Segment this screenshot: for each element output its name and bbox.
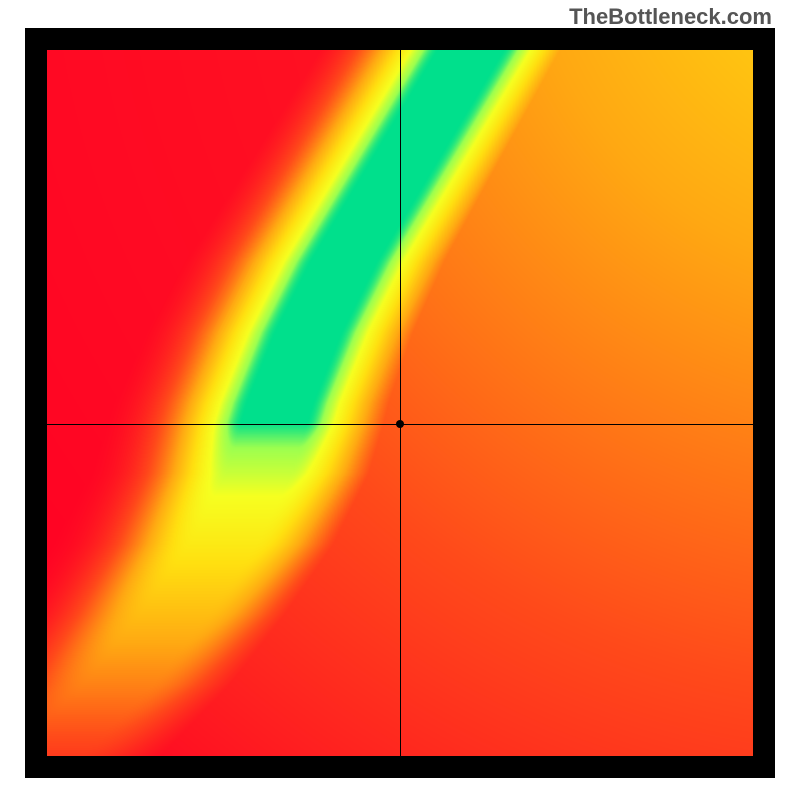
crosshair-vertical bbox=[400, 50, 401, 756]
chart-frame bbox=[25, 28, 775, 778]
watermark-text: TheBottleneck.com bbox=[569, 4, 772, 30]
heatmap-plot bbox=[47, 50, 753, 756]
selection-marker bbox=[396, 420, 404, 428]
